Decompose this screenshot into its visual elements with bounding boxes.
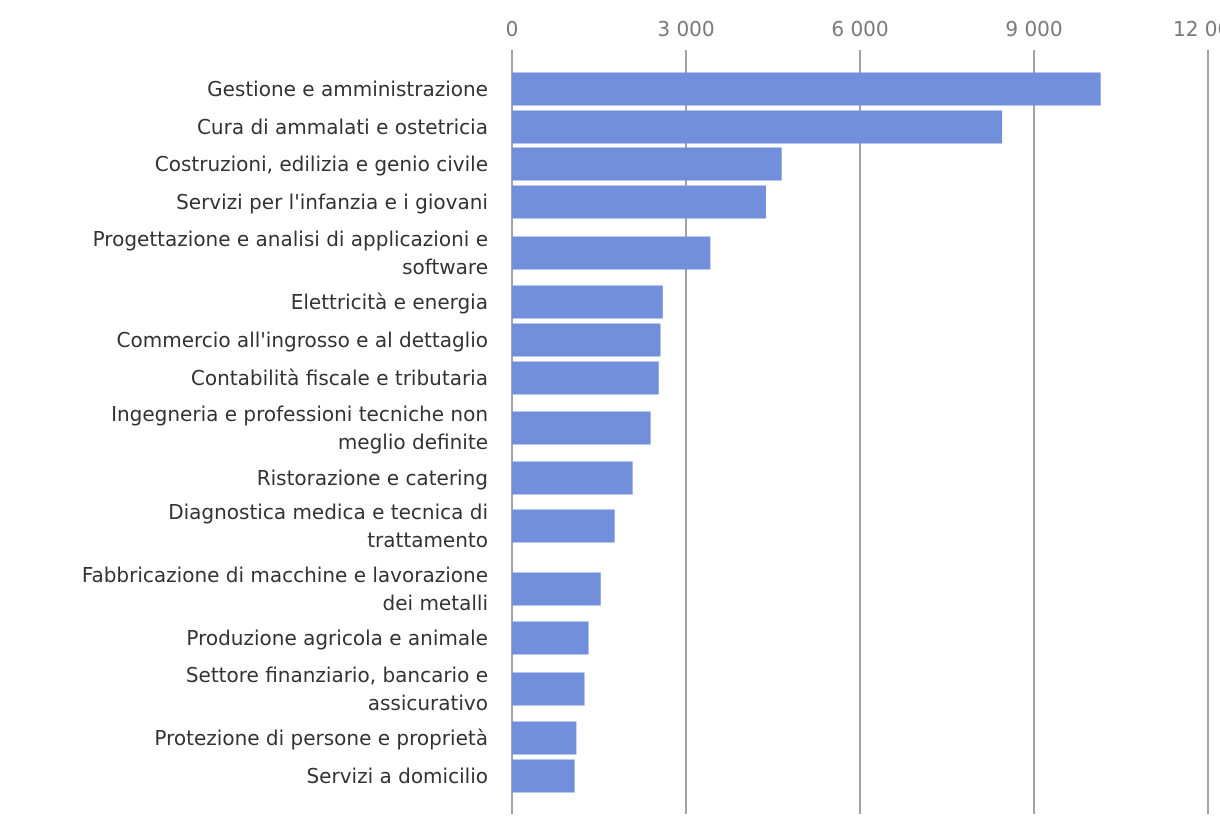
x-tick-label: 6 000 (831, 17, 888, 41)
category-label: Commercio all'ingrosso e al dettaglio (117, 328, 488, 352)
category-label: Diagnostica medica e tecnica di trattamen… (168, 500, 488, 552)
bar (512, 185, 767, 219)
bar (512, 411, 651, 445)
category-label: Progettazione e analisi di applicazioni … (93, 227, 488, 279)
bar (512, 285, 663, 319)
category-labels: Gestione e amministrazione Cura di ammala… (82, 77, 488, 788)
bar (512, 461, 633, 495)
category-label: Fabbricazione di macchine e lavorazione d… (82, 563, 488, 615)
bar (512, 672, 585, 706)
category-label: Elettricità e energia (291, 290, 488, 314)
bars (512, 72, 1101, 793)
category-label: Cura di ammalati e ostetricia (197, 115, 488, 139)
bar (512, 110, 1003, 144)
x-tick-label: 12 000 (1173, 17, 1220, 41)
category-label: Ingegneria e professioni tecniche non meg… (111, 402, 488, 454)
x-axis-ticks: 0 3 000 6 000 9 000 12 000 (506, 17, 1220, 41)
bar (512, 147, 782, 181)
bar (512, 72, 1101, 106)
bar (512, 236, 711, 270)
bar (512, 509, 615, 543)
bar (512, 759, 575, 793)
category-label: Servizi per l'infanzia e i giovani (176, 190, 488, 214)
bar (512, 323, 661, 357)
category-label: Settore finanziario, bancario e assicurat… (186, 663, 488, 715)
category-label: Servizi a domicilio (306, 764, 488, 788)
category-label: Contabilità fiscale e tributaria (191, 366, 488, 390)
category-label: Gestione e amministrazione (207, 77, 488, 101)
x-tick-label: 0 (506, 17, 519, 41)
category-label: Protezione di persone e proprietà (154, 726, 488, 750)
bar (512, 572, 601, 606)
bar (512, 361, 659, 395)
category-label: Produzione agricola e animale (186, 626, 488, 650)
x-tick-label: 3 000 (657, 17, 714, 41)
x-tick-label: 9 000 (1005, 17, 1062, 41)
bar (512, 621, 589, 655)
bar (512, 721, 577, 755)
category-label: Costruzioni, edilizia e genio civile (155, 152, 488, 176)
category-label: Ristorazione e catering (257, 466, 488, 490)
